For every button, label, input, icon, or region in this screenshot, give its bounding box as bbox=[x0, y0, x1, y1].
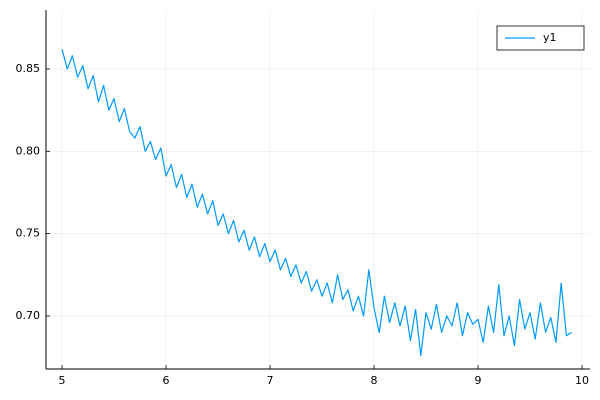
x-tick-label: 9 bbox=[474, 374, 481, 387]
x-tick-label: 6 bbox=[163, 374, 170, 387]
y-tick-label: 0.80 bbox=[16, 144, 41, 157]
line bbox=[61, 49, 572, 357]
y-tick-label: 0.70 bbox=[16, 309, 41, 322]
legend-label: y1 bbox=[543, 31, 557, 44]
x-tick-label: 8 bbox=[371, 374, 378, 387]
y-tick-label: 0.75 bbox=[16, 227, 41, 240]
x-tick-label: 10 bbox=[575, 374, 589, 387]
x-tick-label: 5 bbox=[59, 374, 66, 387]
x-tick-label: 7 bbox=[267, 374, 274, 387]
y-tick-label: 0.85 bbox=[16, 62, 41, 75]
